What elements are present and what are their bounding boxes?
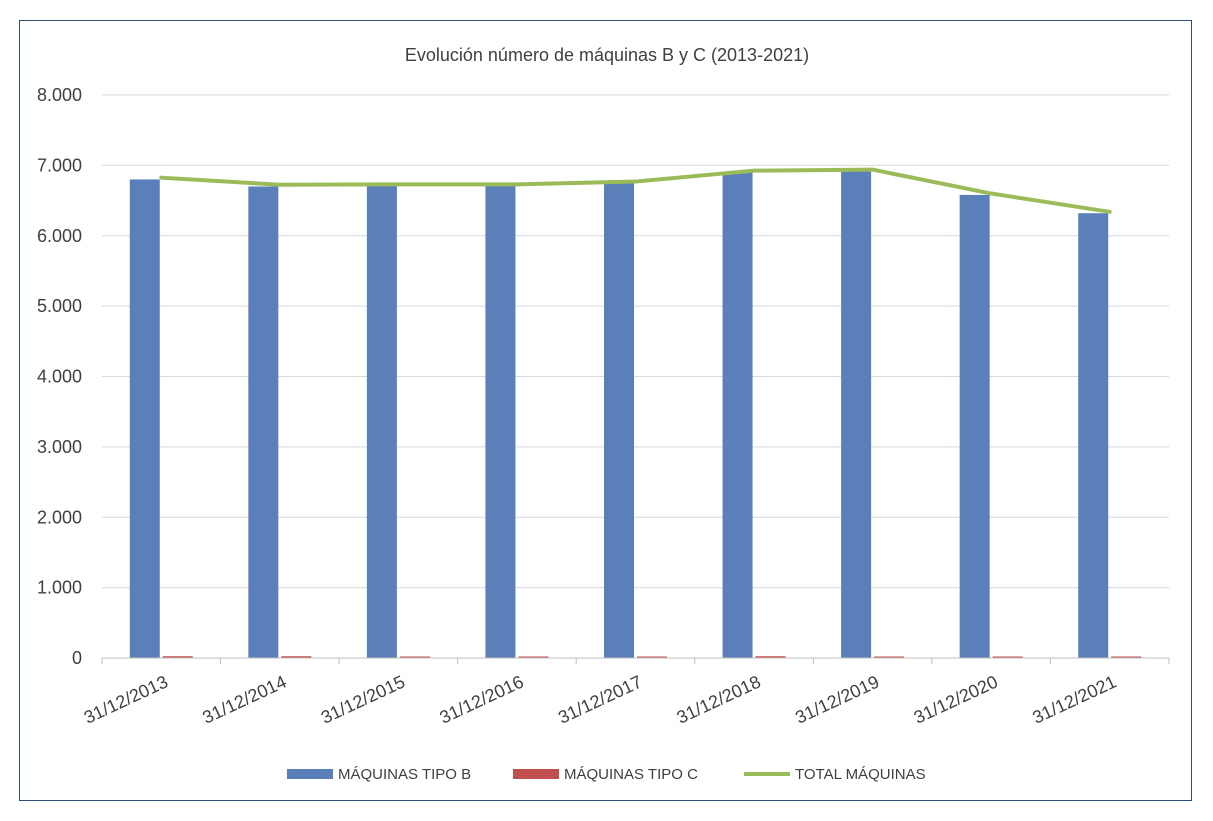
bar-tipo-c	[992, 656, 1023, 658]
y-tick-label: 5.000	[37, 296, 82, 316]
legend-swatch	[513, 769, 559, 779]
bar-tipo-b	[959, 194, 990, 658]
bar-tipo-c	[755, 656, 786, 658]
x-tick-label: 31/12/2013	[81, 671, 171, 727]
legend-label: MÁQUINAS TIPO B	[338, 766, 471, 783]
x-tick-label: 31/12/2019	[792, 671, 882, 727]
legend-swatch	[744, 772, 790, 776]
y-tick-label: 3.000	[37, 437, 82, 457]
legend-label: MÁQUINAS TIPO C	[564, 766, 698, 783]
bar-tipo-b	[604, 182, 634, 658]
y-tick-label: 4.000	[37, 367, 82, 387]
total-line	[159, 167, 1112, 214]
bar-tipo-b	[248, 186, 279, 659]
bar-tipo-c	[162, 656, 193, 658]
chart-title: Evolución número de máquinas B y C (2013…	[405, 45, 809, 65]
y-tick-label: 6.000	[37, 226, 82, 246]
x-tick-label: 31/12/2021	[1029, 671, 1119, 727]
x-tick-label: 31/12/2015	[318, 671, 408, 727]
bar-tipo-b	[485, 185, 516, 658]
y-axis-ticks: 0 1.000 2.000 3.000 4.000 5.000 6.000 7.000 8.00…	[37, 85, 82, 668]
y-tick-label: 7.000	[37, 155, 82, 175]
bar-tipo-b	[1078, 213, 1109, 659]
y-tick-label: 8.000	[37, 85, 82, 105]
y-tick-label: 2.000	[37, 507, 82, 527]
bar-tipo-c	[518, 656, 549, 658]
y-tick-label: 0	[72, 648, 82, 668]
bars	[129, 171, 1142, 659]
bar-tipo-b	[841, 171, 872, 658]
legend-swatch	[287, 769, 333, 779]
x-tick-label: 31/12/2016	[437, 671, 527, 727]
legend: MÁQUINAS TIPO B MÁQUINAS TIPO C TOTAL MÁQU…	[287, 766, 926, 783]
bar-tipo-c	[281, 656, 312, 658]
bar-tipo-c	[1111, 656, 1142, 658]
bar-tipo-b	[722, 172, 753, 658]
legend-label: TOTAL MÁQUINAS	[795, 766, 926, 783]
bar-tipo-c	[874, 656, 905, 658]
bar-tipo-c	[399, 656, 430, 658]
x-tick-label: 31/12/2014	[199, 671, 289, 727]
x-tick-label: 31/12/2017	[555, 671, 645, 727]
bar-tipo-c	[637, 656, 667, 658]
series-line-total	[159, 167, 1112, 214]
bar-tipo-b	[129, 179, 160, 658]
gridlines	[102, 94, 1169, 589]
x-axis: 31/12/2013 31/12/2014 31/12/2015 31/12/2016…	[81, 657, 1170, 728]
x-tick-label: 31/12/2020	[911, 671, 1001, 727]
y-tick-label: 1.000	[37, 578, 82, 598]
bar-tipo-b	[366, 185, 397, 658]
x-tick-label: 31/12/2018	[674, 671, 764, 727]
